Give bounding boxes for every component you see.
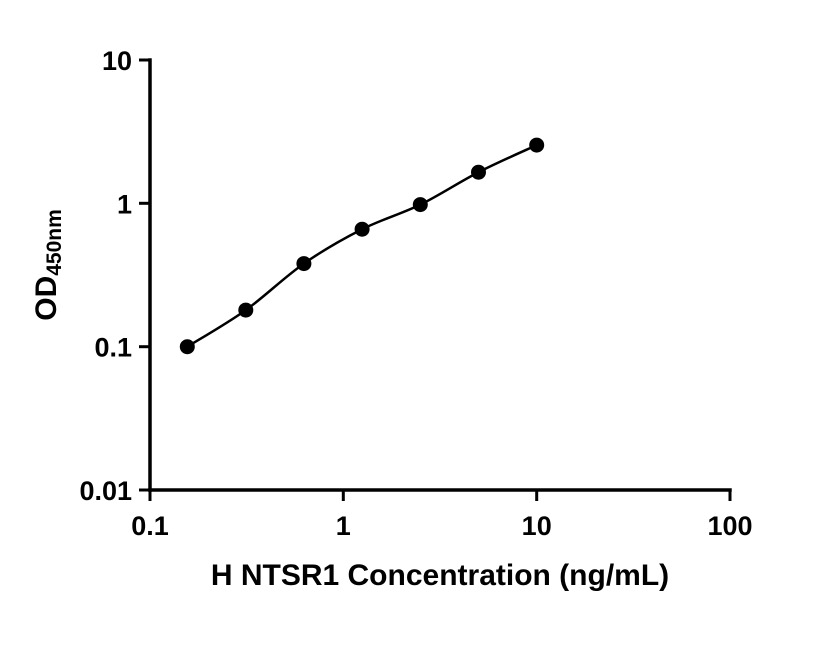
data-point (471, 164, 486, 180)
y-axis-ticks: 0.01 0.1 1 10 (79, 46, 150, 506)
y-tick-label: 0.1 (94, 333, 132, 363)
x-tick-label: 10 (522, 511, 552, 541)
y-tick-label: 10 (102, 46, 132, 76)
data-point (296, 256, 312, 272)
y-axis-title: OD450nm (30, 209, 66, 321)
data-point (354, 221, 370, 237)
x-tick-label: 1 (336, 511, 351, 541)
y-axis-title-sub: 450nm (43, 209, 66, 276)
data-point (238, 302, 254, 318)
x-axis-title: H NTSR1 Concentration (ng/mL) (211, 559, 669, 592)
y-tick-label: 1 (117, 189, 132, 219)
x-tick-label: 100 (707, 511, 752, 541)
data-point (412, 197, 428, 213)
y-tick-label: 0.01 (79, 476, 132, 506)
data-point (529, 137, 545, 153)
data-point (179, 339, 195, 355)
x-axis-ticks: 0.1 1 10 100 (131, 490, 753, 541)
x-tick-label: 0.1 (131, 511, 169, 541)
y-axis-title-main: OD (30, 276, 63, 321)
data-points (179, 137, 545, 355)
